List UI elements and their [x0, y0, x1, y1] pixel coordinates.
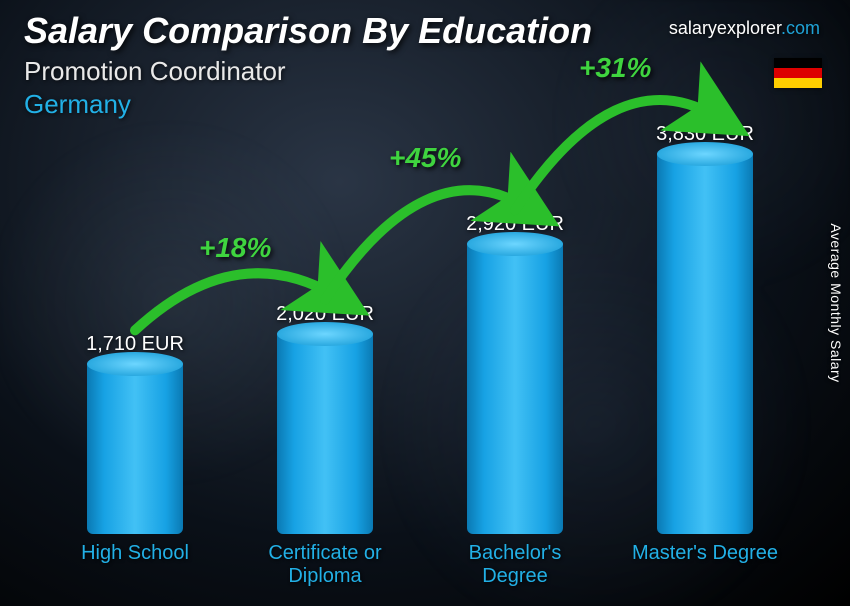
bar-group: 2,920 EURBachelor's Degree — [440, 213, 590, 588]
bar — [657, 154, 753, 534]
y-axis-label: Average Monthly Salary — [828, 223, 844, 382]
job-subtitle: Promotion Coordinator — [24, 56, 826, 87]
bar — [277, 334, 373, 534]
bar — [467, 244, 563, 534]
bar-label: Certificate or Diploma — [250, 542, 400, 588]
bar-group: 2,020 EURCertificate or Diploma — [250, 303, 400, 588]
bar-group: 1,710 EURHigh School — [60, 333, 210, 588]
bar-group: 3,830 EURMaster's Degree — [630, 123, 780, 588]
header: Salary Comparison By Education Promotion… — [24, 10, 826, 120]
country-label: Germany — [24, 89, 826, 120]
bar-label: High School — [81, 542, 189, 588]
bar-chart: 1,710 EURHigh School 2,020 EURCertificate… — [40, 108, 800, 588]
bar-label: Master's Degree — [632, 542, 778, 588]
bar — [87, 364, 183, 534]
bar-label: Bachelor's Degree — [440, 542, 590, 588]
page-title: Salary Comparison By Education — [24, 10, 826, 52]
